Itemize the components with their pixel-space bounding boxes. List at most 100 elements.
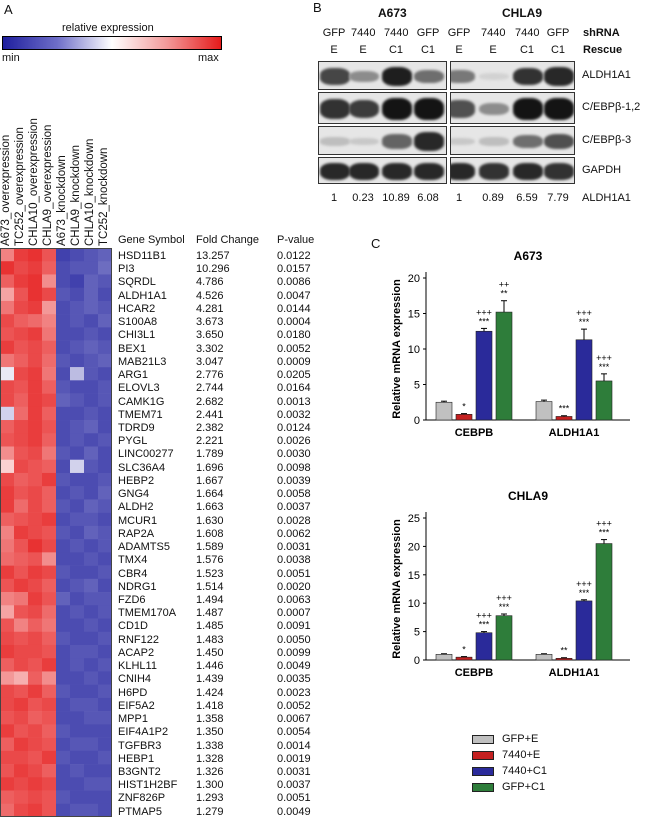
legend-swatch	[472, 783, 494, 792]
heatmap-cell	[14, 406, 28, 421]
heatmap-cell	[84, 750, 98, 765]
heatmap-cell	[56, 684, 70, 699]
heatmap-cell	[0, 486, 14, 500]
heatmap-cell	[14, 300, 28, 315]
heatmap-cell	[42, 287, 56, 302]
shrna-lane-label: GFP	[447, 27, 471, 39]
blot-band	[414, 98, 444, 120]
heatmap-cell	[14, 274, 28, 288]
p-value: 0.0098	[277, 461, 311, 474]
fold-change: 10.296	[196, 263, 230, 276]
significance-label: *	[462, 645, 466, 655]
heatmap-cell	[70, 618, 84, 633]
heatmap-cell	[14, 525, 28, 540]
heatmap-cell	[0, 764, 14, 778]
heatmap-cell	[84, 539, 98, 553]
fold-change: 1.450	[196, 646, 224, 659]
p-value: 0.0023	[277, 686, 311, 699]
heatmap-cell	[14, 592, 28, 606]
heatmap-cell	[0, 287, 14, 302]
heatmap-cell	[56, 287, 70, 302]
heatmap-cell	[84, 671, 98, 685]
heatmap-cell	[42, 446, 56, 461]
heatmap-cell	[84, 420, 98, 434]
bar	[475, 330, 493, 421]
heatmap-cell	[14, 446, 28, 461]
heatmap-cell	[84, 406, 98, 421]
blot-label: GAPDH	[582, 163, 622, 176]
heatmap-cell	[28, 697, 42, 712]
heatmap-cell	[0, 459, 14, 474]
heatmap-cell	[42, 750, 56, 765]
heatmap-cell	[56, 433, 70, 447]
heatmap-cell	[84, 605, 98, 619]
legend-label: GFP+E	[502, 733, 539, 745]
blot-band	[479, 72, 509, 81]
heatmap-cell	[42, 300, 56, 315]
heatmap-cell	[70, 472, 84, 487]
heatmap-cell	[70, 631, 84, 646]
bar	[535, 654, 553, 661]
heatmap-cell	[42, 724, 56, 738]
heatmap-cell	[56, 592, 70, 606]
heatmap-cell	[84, 314, 98, 328]
heatmap-cell	[56, 314, 70, 328]
heatmap-cell	[70, 340, 84, 355]
rescue-lane-label: C1	[550, 44, 566, 56]
heatmap-cell	[70, 777, 84, 791]
rescue-lane-label: E	[455, 44, 463, 56]
gene-symbol: ADAMTS5	[118, 541, 170, 554]
heatmap-cell	[98, 711, 112, 725]
significance-label: ***	[559, 404, 570, 414]
blot-band	[451, 137, 475, 146]
fold-change: 1.279	[196, 805, 224, 818]
bar	[455, 656, 473, 661]
fold-change: 4.281	[196, 302, 224, 315]
heatmap-cell	[42, 684, 56, 699]
fold-change: 1.696	[196, 461, 224, 474]
significance-label: +++	[496, 593, 512, 603]
heatmap-cell	[84, 711, 98, 725]
heatmap-cell	[84, 287, 98, 302]
heatmap-cell	[42, 393, 56, 408]
heatmap-cell	[56, 459, 70, 474]
fold-change: 3.650	[196, 329, 224, 342]
blot-band	[544, 98, 574, 120]
heatmap-cell	[42, 314, 56, 328]
significance-label: ***	[599, 362, 610, 372]
gene-symbol: RAP2A	[118, 527, 155, 540]
heatmap-cell	[98, 658, 112, 672]
heatmap-cell	[28, 459, 42, 474]
heatmap-cell	[56, 525, 70, 540]
heatmap-cell	[70, 605, 84, 619]
p-value: 0.0067	[277, 713, 311, 726]
heatmap-cell	[70, 433, 84, 447]
significance-label: +++	[576, 579, 592, 589]
p-value: 0.0031	[277, 765, 311, 778]
heatmap-cell	[42, 340, 56, 355]
heatmap-cell	[84, 578, 98, 593]
heatmap-cell	[56, 380, 70, 394]
heatmap-cell	[42, 552, 56, 566]
heatmap-cell	[84, 684, 98, 699]
heatmap-cell	[56, 340, 70, 355]
p-value: 0.0014	[277, 739, 311, 752]
heatmap-cell	[0, 711, 14, 725]
heatmap-cell	[70, 327, 84, 341]
significance-label: ***	[579, 588, 590, 598]
heatmap-cell	[42, 525, 56, 540]
heatmap-cell	[56, 261, 70, 275]
blot-panel	[318, 92, 447, 124]
heatmap-cell	[70, 578, 84, 593]
quant-value: 1	[455, 192, 463, 204]
fold-change: 1.424	[196, 686, 224, 699]
heatmap-cell	[28, 552, 42, 566]
gene-symbol: HIST1H2BF	[118, 779, 178, 792]
heatmap-cell	[28, 790, 42, 805]
heatmap-cell	[56, 737, 70, 752]
heatmap-cell	[56, 512, 70, 527]
heatmap-cell	[0, 327, 14, 341]
heatmap-cell	[56, 539, 70, 553]
heatmap-cell	[14, 486, 28, 500]
